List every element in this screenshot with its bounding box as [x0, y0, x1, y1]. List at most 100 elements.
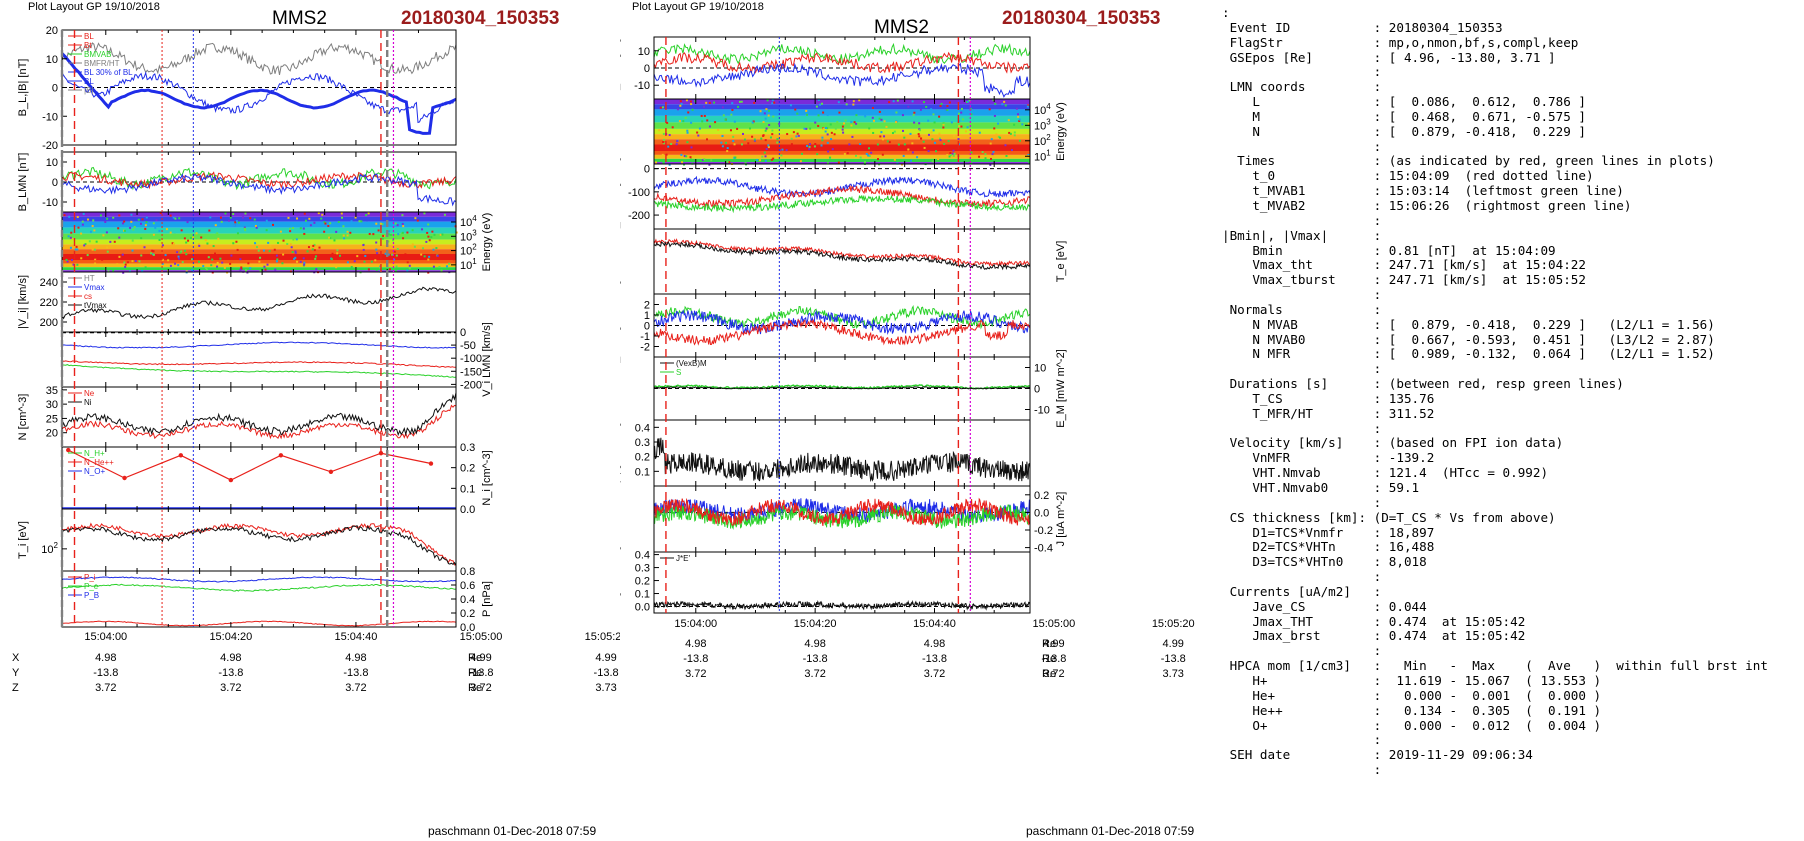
- spectrogram-cell: [367, 212, 370, 215]
- spectrogram-cell: [771, 99, 774, 102]
- info-line: T_CS : 135.76: [1222, 391, 1435, 406]
- spectrogram-cell: [885, 125, 888, 128]
- series-line-Te-perp: [653, 240, 1031, 271]
- spectrogram-cell: [144, 227, 147, 230]
- spectrogram-band: [654, 115, 1030, 123]
- spectrogram-cell: [1017, 113, 1020, 116]
- y-tick-label: -20: [42, 140, 58, 152]
- spectrogram-cell: [932, 129, 935, 132]
- spectrogram-cell: [891, 132, 894, 135]
- electron-spectrogram: [654, 99, 1030, 166]
- position-unit: Re: [468, 682, 482, 694]
- spectrogram-cell: [356, 255, 359, 258]
- legend-entry: J*E': [676, 554, 690, 563]
- series-line-J-mag: [653, 437, 1031, 483]
- spectrogram-cell: [824, 130, 827, 133]
- spectrogram-cell: [229, 216, 232, 219]
- y-tick-label: 0.1: [460, 483, 475, 495]
- spectrogram-band: [62, 227, 456, 234]
- position-row-label: Z: [12, 682, 19, 694]
- y-tick-label: -1: [640, 331, 650, 343]
- info-line: O+ : 0.000 - 0.012 ( 0.004 ): [1222, 718, 1602, 733]
- spectrogram-cell: [919, 129, 922, 132]
- spectrogram-cell: [942, 123, 945, 126]
- spectrogram-cell: [726, 160, 729, 163]
- y-tick-label: 0.3: [460, 442, 475, 454]
- legend-entry: BL: [84, 77, 94, 86]
- spectrogram-cell: [91, 224, 94, 227]
- spectrogram-cell: [387, 233, 390, 236]
- spectrogram-band: [654, 144, 1030, 151]
- spectrogram-cell: [931, 160, 934, 163]
- spectrogram-cell: [342, 234, 345, 237]
- y-axis-label: B_LMN [nT]: [620, 39, 621, 98]
- spectrogram-cell: [313, 243, 316, 246]
- spectrogram-cell: [805, 127, 808, 130]
- spectrogram-cell: [144, 224, 147, 227]
- spectrogram-cell: [82, 212, 85, 215]
- spectrogram-cell: [926, 110, 929, 113]
- y-tick-label: -150: [460, 366, 482, 378]
- y-tick-label: -100: [460, 353, 482, 365]
- spectrogram-cell: [174, 262, 177, 265]
- y-tick-label: -100: [628, 187, 650, 199]
- spectrogram-cell: [265, 219, 268, 222]
- spectrogram-cell: [258, 260, 261, 263]
- spectrogram-cell: [102, 234, 105, 237]
- spectrogram-cell: [413, 245, 416, 248]
- spectrogram-cell: [993, 114, 996, 117]
- spectrogram-cell: [281, 262, 284, 265]
- spectrogram-cell: [967, 100, 970, 103]
- spectrogram-cell: [808, 148, 811, 151]
- spectrogram-cell: [1001, 103, 1004, 106]
- spectrogram-cell: [939, 139, 942, 142]
- spectrogram-cell: [376, 252, 379, 255]
- info-line: Durations [s] : (between red, resp green…: [1222, 377, 1624, 392]
- spectrogram-cell: [728, 161, 731, 164]
- spectrogram-cell: [743, 138, 746, 141]
- spectrogram-band: [62, 254, 456, 260]
- spectrogram-cell: [243, 226, 246, 229]
- spectrogram-cell: [946, 108, 949, 111]
- spectrogram-cell: [764, 139, 767, 142]
- series-line-E-N: [653, 318, 1031, 346]
- position-value: -13.8: [594, 667, 619, 679]
- spectrogram-cell: [421, 228, 424, 231]
- spectrogram-cell: [406, 269, 409, 272]
- info-line: T_MFR/HT : 311.52: [1222, 406, 1435, 421]
- spectrogram-cell: [732, 135, 735, 138]
- series-line-BN: [653, 51, 1031, 74]
- panel-frame: [653, 228, 1031, 295]
- spectrogram-cell: [394, 222, 397, 225]
- spectrogram-cell: [852, 100, 855, 103]
- spectrogram-cell: [767, 146, 770, 149]
- spectrogram-cell: [701, 120, 704, 123]
- info-line: FlagStr : mp,o,nmon,bf,s,compl,keep: [1222, 35, 1579, 50]
- spectrogram-cell: [743, 124, 746, 127]
- spectrogram-cell: [375, 241, 378, 244]
- spectrogram-cell: [431, 230, 434, 233]
- spectrogram-cell: [881, 153, 884, 156]
- spectrogram-cell: [244, 229, 247, 232]
- spectrogram-cell: [686, 131, 689, 134]
- spectrogram-cell: [732, 139, 735, 142]
- spectrogram-cell: [324, 222, 327, 225]
- spectrogram-cell: [864, 115, 867, 118]
- spectrogram-cell: [961, 118, 964, 121]
- spectrogram-cell: [1015, 107, 1018, 110]
- spectrogram-cell: [401, 214, 404, 217]
- spectrogram-cell: [240, 266, 243, 269]
- spectrogram-cell: [174, 217, 177, 220]
- spectrogram-cell: [295, 238, 298, 241]
- series-line-E-M: [653, 304, 1031, 330]
- spectrogram-cell: [865, 152, 868, 155]
- spectrogram-cell: [920, 137, 923, 140]
- spectrogram-cell: [212, 245, 215, 248]
- spectrogram-cell: [80, 257, 83, 260]
- series-line-BM: [653, 42, 1031, 66]
- series-line-Vi-N: [61, 364, 457, 378]
- spectrogram-cell: [948, 101, 951, 104]
- spectrogram-cell: [266, 263, 269, 266]
- spectrogram-cell: [1003, 100, 1006, 103]
